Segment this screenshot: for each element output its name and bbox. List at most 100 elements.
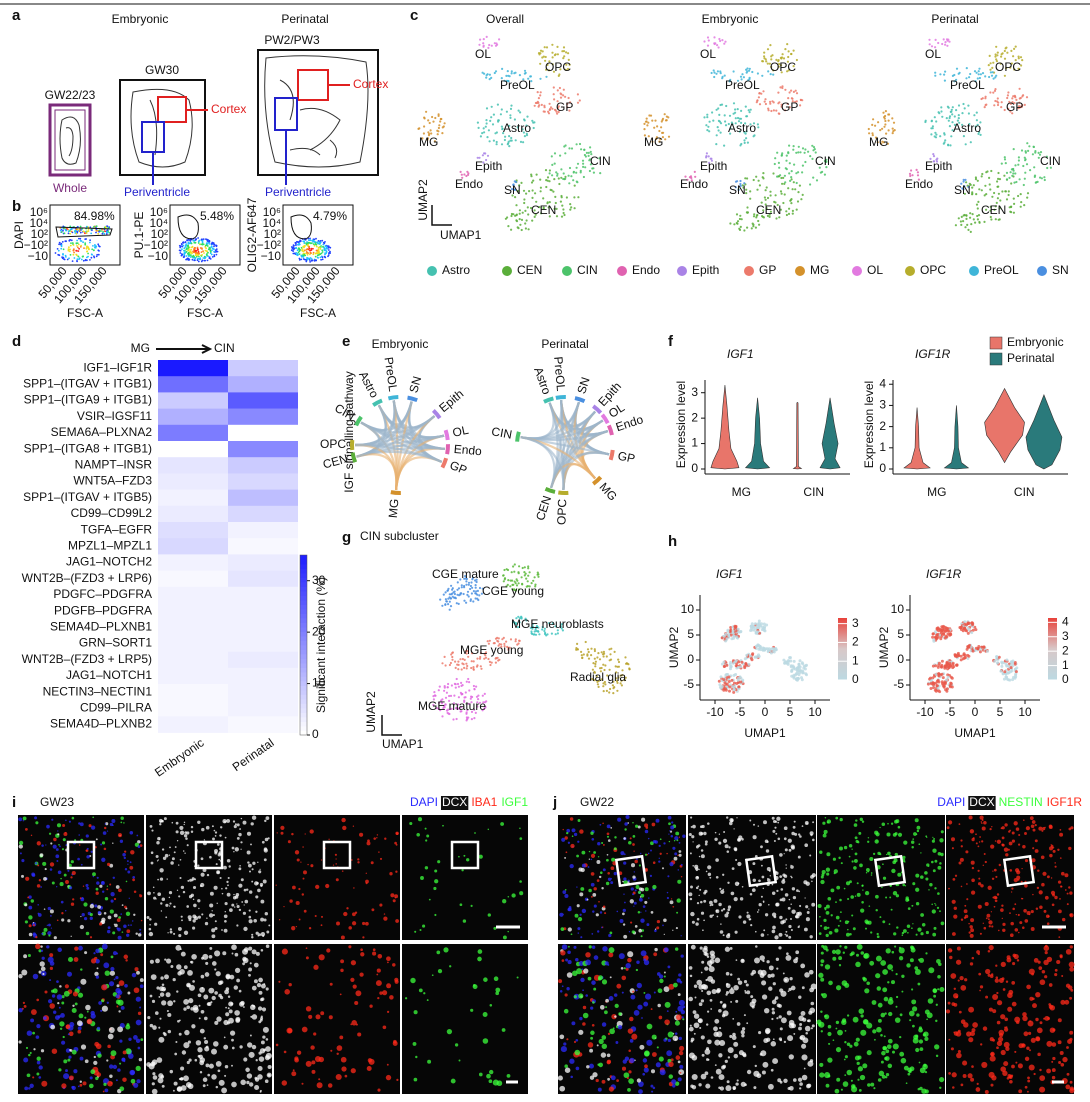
signal-dot (218, 993, 222, 998)
cell-dot (1006, 94, 1010, 97)
cell-dot (980, 97, 983, 101)
facs-event (196, 254, 199, 257)
cell-dot (514, 139, 517, 142)
signal-dot (164, 974, 169, 980)
signal-dot (214, 920, 217, 923)
cell-dot (760, 201, 763, 204)
facs-event (105, 233, 108, 235)
cell-dot (513, 180, 516, 183)
cell-dot (945, 117, 948, 120)
cell-dot (1023, 177, 1026, 180)
cell-dot (441, 132, 444, 135)
colorbar-step (300, 699, 307, 704)
cell-dot (481, 132, 484, 135)
facs-event (186, 239, 189, 242)
cell-dot (748, 111, 751, 114)
cell-dot (498, 658, 501, 661)
signal-dot (365, 879, 369, 884)
cell-dot (965, 217, 968, 220)
signal-dot (49, 1003, 55, 1009)
cell-dot (978, 67, 981, 70)
cell-dot (533, 576, 536, 579)
signal-dot (107, 926, 111, 930)
cell-dot (478, 43, 481, 46)
cell-dot (1015, 180, 1018, 184)
signal-dot (36, 998, 40, 1002)
signal-dot (204, 921, 209, 926)
facs-event (62, 253, 64, 255)
cell-dot (794, 667, 797, 671)
signal-dot (52, 988, 58, 994)
cell-dot (547, 110, 550, 113)
signal-dot (178, 895, 181, 898)
cell-dot (503, 138, 506, 142)
cell-dot (660, 120, 663, 123)
signal-dot (226, 892, 231, 897)
facs-event (74, 232, 77, 234)
cell-dot (487, 46, 490, 50)
signal-dot (49, 979, 52, 982)
y-tick-label: -5 (893, 677, 904, 691)
signal-dot (370, 861, 374, 865)
cell-dot (557, 110, 560, 114)
cell-dot (811, 144, 814, 147)
cell-dot (465, 680, 468, 683)
sample-label: GW30 (145, 63, 179, 77)
cell-dot (758, 223, 761, 226)
y-tick-label: 2 (691, 410, 698, 424)
signal-dot (115, 999, 121, 1005)
signal-dot (246, 1080, 250, 1085)
cell-dot (779, 208, 783, 211)
facs-event (305, 260, 308, 263)
scale-bar (381, 715, 402, 736)
signal-dot (228, 865, 231, 868)
signal-dot (23, 1057, 29, 1063)
cell-dot (585, 151, 589, 154)
cell-dot (545, 185, 548, 189)
signal-dot (183, 823, 185, 826)
cell-dot (494, 657, 497, 660)
signal-dot (152, 886, 155, 889)
signal-dot (50, 927, 53, 929)
cell-dot (434, 116, 437, 120)
cell-dot (779, 174, 782, 177)
signal-dot (130, 1070, 135, 1075)
cell-dot (758, 184, 762, 187)
signal-dot (158, 1026, 161, 1029)
signal-dot (149, 959, 154, 964)
signal-dot (151, 1082, 155, 1086)
cell-dot (732, 102, 736, 105)
heat-cell (158, 570, 228, 588)
cell-dot (1018, 178, 1021, 181)
facs-event (68, 246, 70, 249)
facs-event (185, 255, 188, 257)
colorbar-tick-label: 3 (1062, 629, 1069, 643)
signal-dot (92, 816, 95, 819)
x-tick-label: -5 (945, 705, 956, 719)
cell-dot (990, 218, 993, 221)
cell-dot (967, 628, 971, 632)
cell-dot (724, 639, 728, 643)
y-tick-label: 10⁴ (149, 216, 168, 230)
signal-dot (296, 1050, 302, 1055)
cell-dot (475, 685, 478, 688)
cell-dot (739, 680, 743, 684)
signal-dot (242, 820, 247, 825)
cell-dot (970, 621, 974, 625)
heat-cell (158, 392, 228, 409)
facs-event (84, 259, 87, 262)
cell-dot (427, 119, 430, 122)
cell-dot (998, 178, 1002, 181)
signal-dot (126, 1023, 130, 1027)
cell-dot (752, 178, 755, 182)
cell-dot (911, 174, 914, 177)
cell-dot (780, 153, 784, 157)
signal-dot (67, 1058, 71, 1062)
signal-dot (135, 932, 138, 935)
signal-dot (179, 876, 182, 880)
cell-dot (509, 638, 513, 641)
facs-event (194, 257, 197, 259)
signal-dot (251, 868, 254, 871)
row-label: GRN–SORT1 (79, 636, 152, 650)
colorbar-step (300, 708, 307, 713)
